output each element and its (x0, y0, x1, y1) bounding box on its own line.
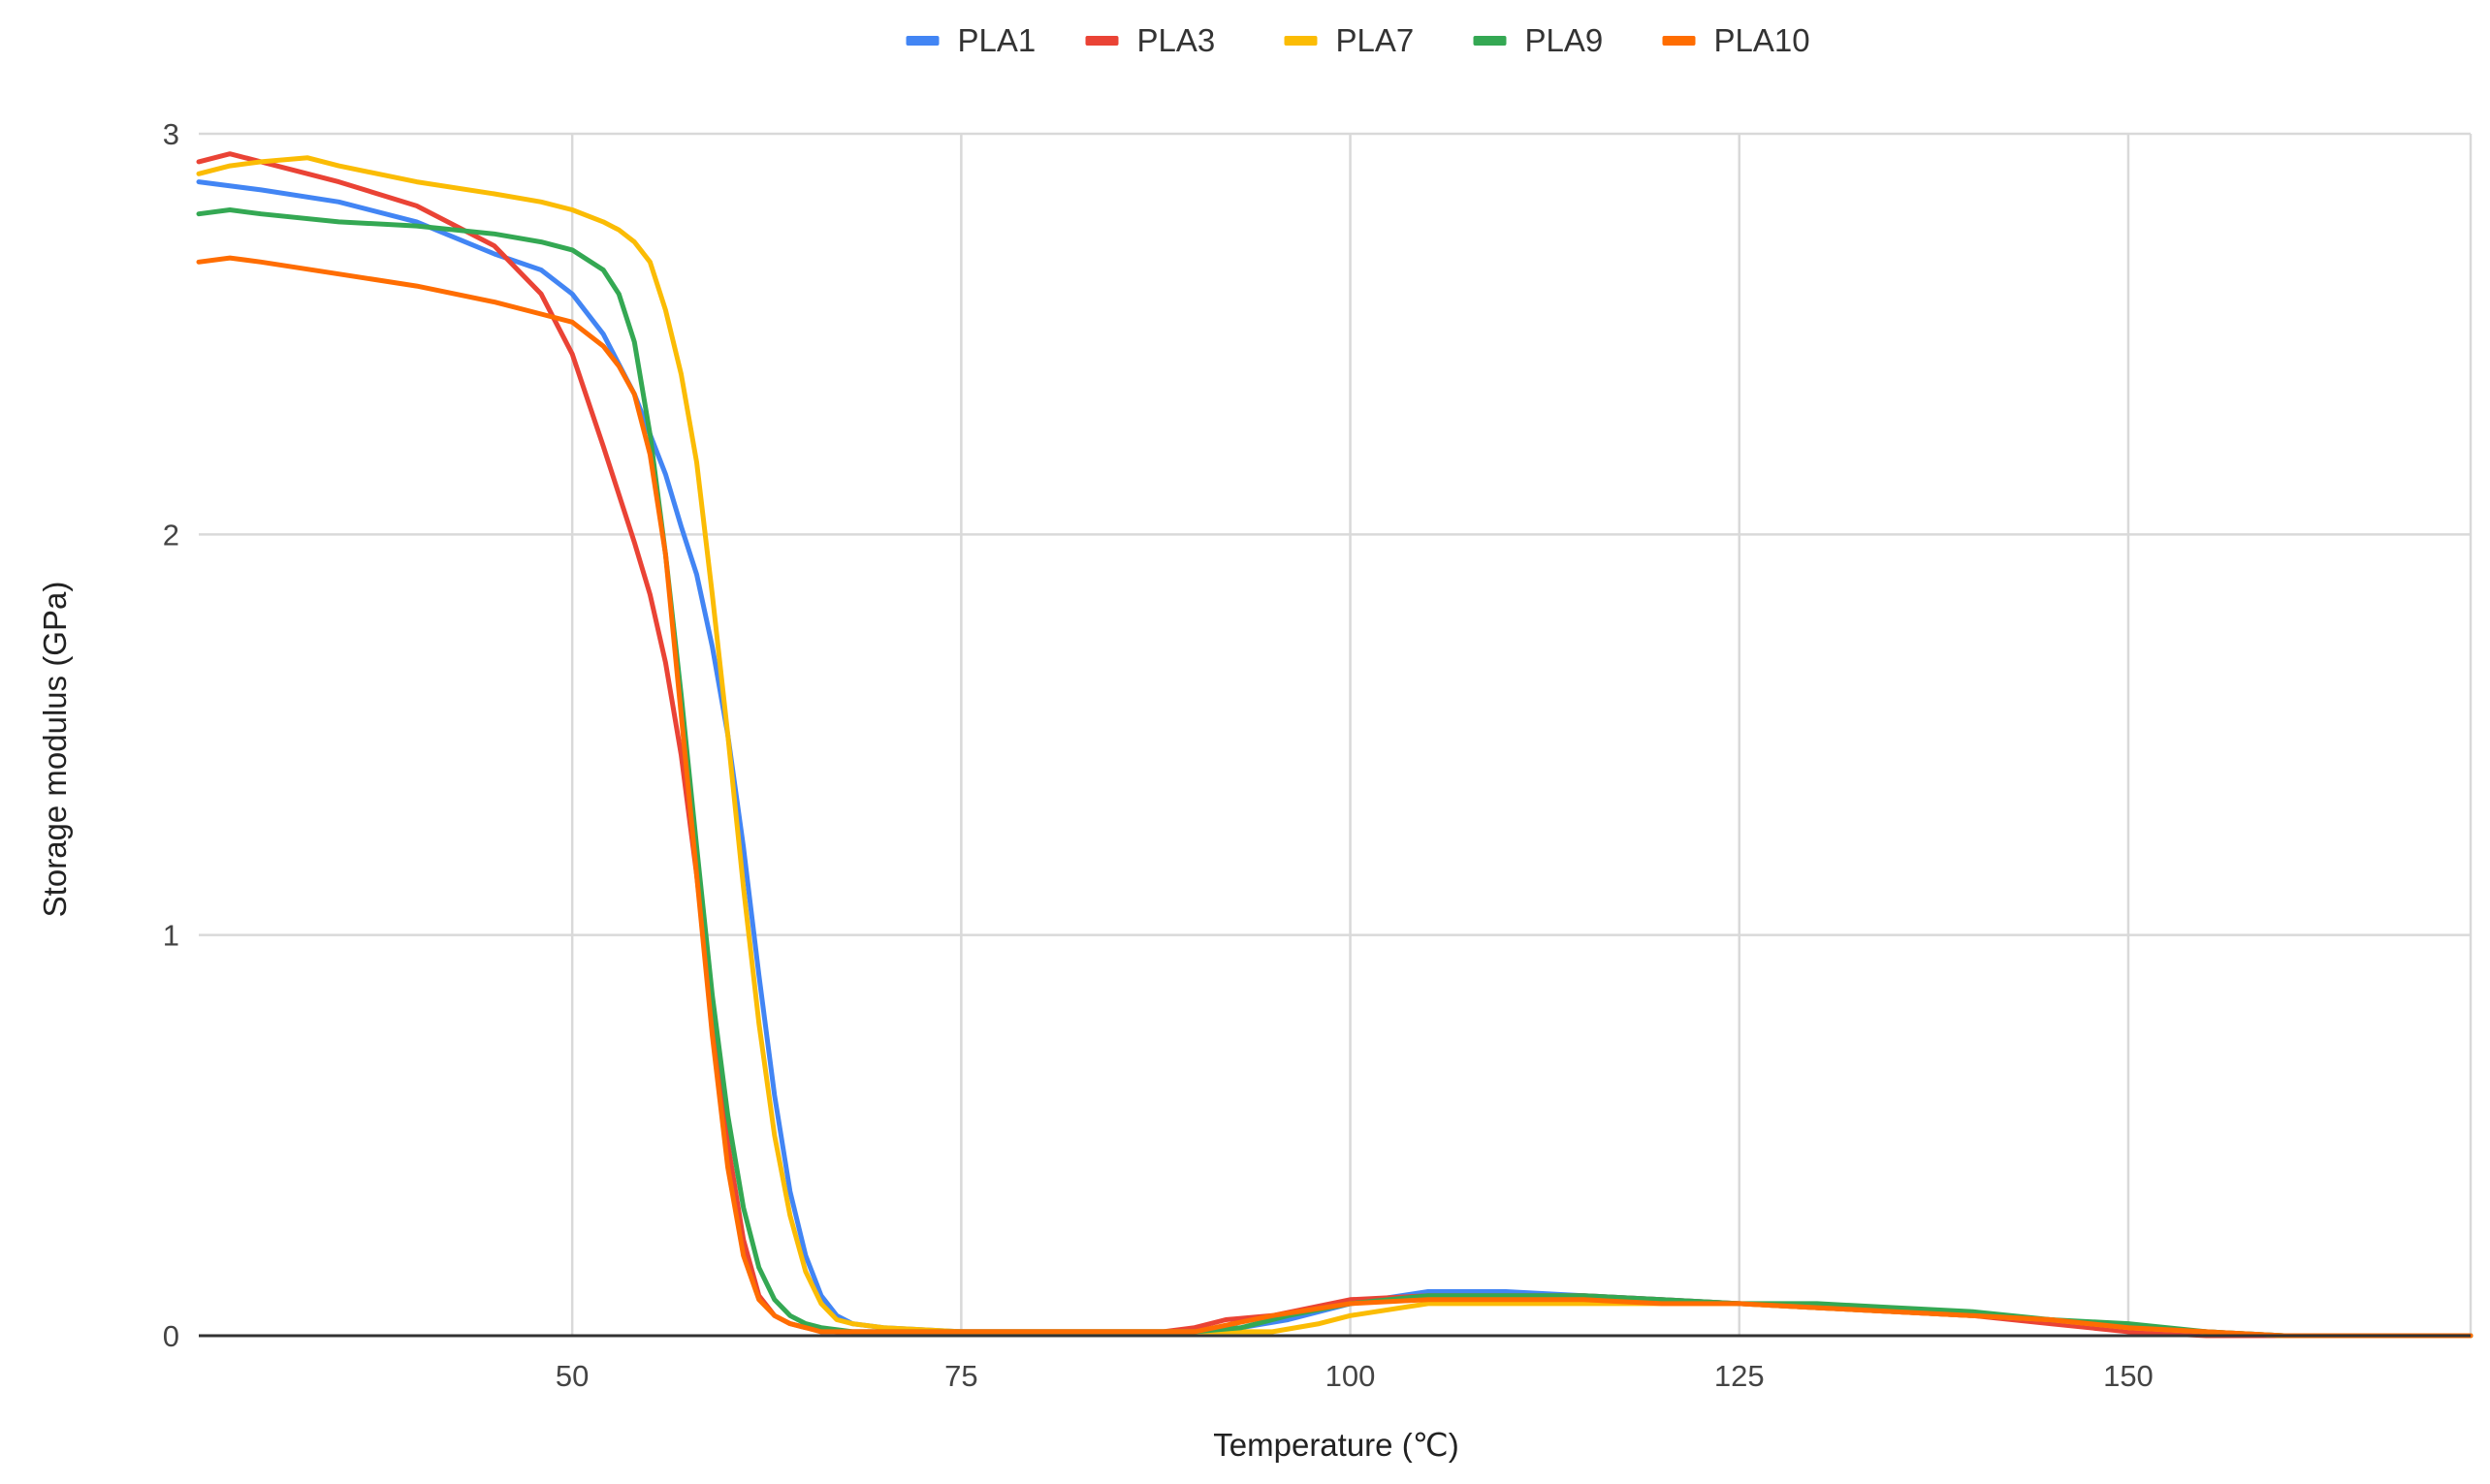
y-tick-label: 1 (163, 919, 179, 953)
x-tick-label: 125 (1714, 1359, 1765, 1393)
series-line-pla7 (196, 155, 2474, 1339)
x-tick-label: 75 (944, 1359, 977, 1393)
legend-item-pla9[interactable]: PLA9 (1473, 22, 1604, 58)
legend-label: PLA10 (1714, 22, 1810, 58)
tick-labels: 0 1 2 3 50 75 100 125 150 (163, 117, 2154, 1393)
y-axis-title: Storage modulus (GPa) (37, 582, 73, 918)
legend-swatch (906, 36, 940, 46)
x-axis-title: Temperature (℃) (1213, 1427, 1458, 1463)
y-tick-label: 2 (163, 518, 179, 552)
series-line-pla9 (196, 207, 2474, 1339)
legend-item-pla3[interactable]: PLA3 (1085, 22, 1216, 58)
x-tick-label: 50 (556, 1359, 589, 1393)
legend-label: PLA7 (1336, 22, 1415, 58)
legend-label: PLA3 (1137, 22, 1216, 58)
x-tick-label: 150 (2103, 1359, 2154, 1393)
series-lines (196, 151, 2474, 1339)
legend-swatch (1662, 36, 1696, 46)
y-tick-label: 0 (163, 1319, 179, 1353)
legend: PLA1 PLA3 PLA7 PLA9 PLA10 (906, 22, 1810, 58)
legend-item-pla7[interactable]: PLA7 (1284, 22, 1415, 58)
legend-item-pla1[interactable]: PLA1 (906, 22, 1037, 58)
grid (199, 132, 2473, 1336)
x-tick-label: 100 (1325, 1359, 1376, 1393)
legend-label: PLA1 (958, 22, 1037, 58)
y-tick-label: 3 (163, 117, 179, 151)
series-line-pla10 (196, 255, 2474, 1339)
series-line-pla1 (196, 179, 2474, 1339)
legend-swatch (1284, 36, 1318, 46)
legend-swatch (1085, 36, 1119, 46)
legend-label: PLA9 (1525, 22, 1604, 58)
legend-swatch (1473, 36, 1507, 46)
series-line-pla3 (196, 151, 2474, 1339)
legend-item-pla10[interactable]: PLA10 (1662, 22, 1810, 58)
